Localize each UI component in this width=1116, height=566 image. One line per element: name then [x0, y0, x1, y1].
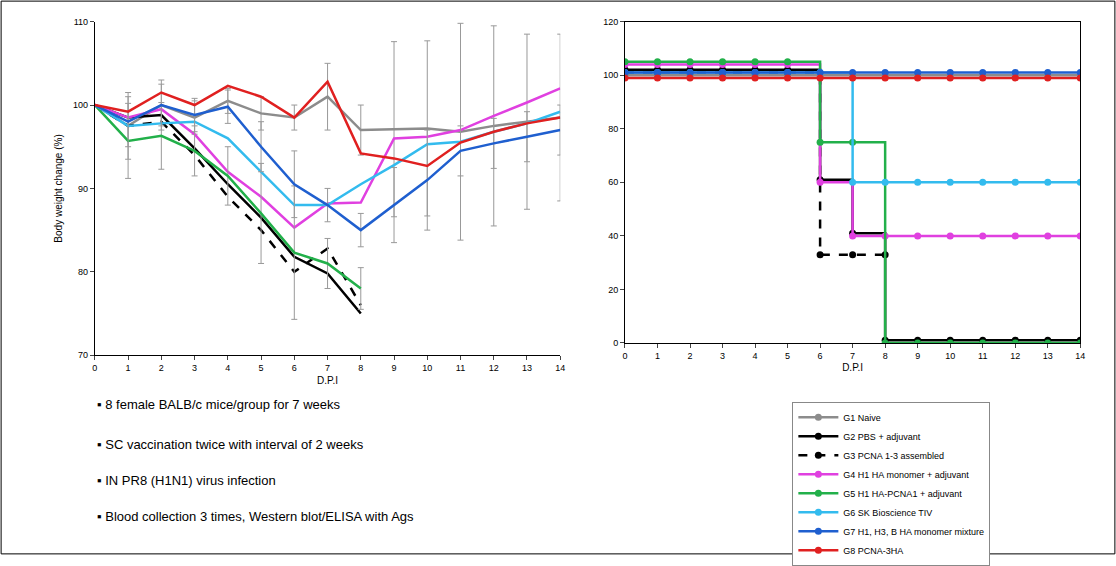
svg-text:6: 6 — [292, 363, 297, 373]
svg-text:4: 4 — [225, 363, 230, 373]
svg-text:9: 9 — [915, 351, 920, 361]
svg-text:0: 0 — [622, 351, 627, 361]
svg-text:Body weight change (%): Body weight change (%) — [53, 134, 64, 242]
svg-text:G6 SK Bioscience TIV: G6 SK Bioscience TIV — [843, 508, 932, 518]
svg-text:10: 10 — [945, 351, 955, 361]
svg-text:13: 13 — [522, 363, 532, 373]
svg-text:20: 20 — [608, 285, 618, 295]
svg-text:10: 10 — [422, 363, 432, 373]
svg-text:12: 12 — [1010, 351, 1020, 361]
svg-text:8: 8 — [883, 351, 888, 361]
svg-text:G1 Naive: G1 Naive — [843, 413, 881, 423]
svg-text:D.P.I: D.P.I — [317, 375, 338, 386]
svg-text:12: 12 — [489, 363, 499, 373]
svg-text:G7 H1, H3, B HA monomer mixtur: G7 H1, H3, B HA monomer mixture — [843, 527, 984, 537]
svg-text:5: 5 — [259, 363, 264, 373]
svg-text:7: 7 — [850, 351, 855, 361]
svg-text:9: 9 — [392, 363, 397, 373]
svg-text:110: 110 — [74, 17, 88, 27]
svg-text:80: 80 — [608, 124, 618, 134]
svg-text:▪ Blood collection 3 times, We: ▪ Blood collection 3 times, Western blot… — [97, 509, 414, 524]
svg-text:120: 120 — [603, 17, 618, 27]
svg-text:6: 6 — [818, 351, 823, 361]
svg-text:2: 2 — [688, 351, 693, 361]
svg-text:2: 2 — [159, 363, 164, 373]
svg-text:▪ IN PR8 (H1N1) virus infectio: ▪ IN PR8 (H1N1) virus infection — [97, 473, 276, 488]
svg-text:70: 70 — [78, 350, 88, 360]
svg-text:1: 1 — [655, 351, 660, 361]
svg-text:D.P.I: D.P.I — [842, 362, 863, 373]
svg-text:14: 14 — [555, 363, 565, 373]
svg-text:G5 H1 HA-PCNA1 + adjuvant: G5 H1 HA-PCNA1 + adjuvant — [843, 489, 962, 499]
svg-text:8: 8 — [358, 363, 363, 373]
svg-text:G3 PCNA 1-3 assembled: G3 PCNA 1-3 assembled — [843, 451, 944, 461]
svg-text:100: 100 — [603, 70, 618, 80]
svg-text:G8 PCNA-3HA: G8 PCNA-3HA — [843, 546, 903, 556]
svg-text:100: 100 — [73, 100, 88, 110]
svg-text:60: 60 — [608, 177, 618, 187]
svg-text:0: 0 — [613, 338, 618, 348]
svg-text:1: 1 — [126, 363, 131, 373]
svg-text:▪ 8 female BALB/c mice/group f: ▪ 8 female BALB/c mice/group for 7 weeks — [97, 397, 341, 412]
svg-text:G2 PBS + adjuvant: G2 PBS + adjuvant — [843, 432, 920, 442]
svg-text:13: 13 — [1043, 351, 1053, 361]
svg-text:0: 0 — [92, 363, 97, 373]
svg-text:▪ SC vaccination twice with in: ▪ SC vaccination twice with interval of … — [97, 437, 364, 452]
svg-text:11: 11 — [456, 363, 465, 373]
svg-text:11: 11 — [978, 351, 987, 361]
svg-text:4: 4 — [753, 351, 758, 361]
svg-text:3: 3 — [192, 363, 197, 373]
svg-text:5: 5 — [785, 351, 790, 361]
svg-text:40: 40 — [608, 231, 618, 241]
svg-text:7: 7 — [325, 363, 330, 373]
svg-text:G4 H1 HA monomer + adjuvant: G4 H1 HA monomer + adjuvant — [843, 470, 969, 480]
svg-text:3: 3 — [720, 351, 725, 361]
svg-text:14: 14 — [1075, 351, 1085, 361]
svg-text:80: 80 — [78, 267, 88, 277]
svg-text:90: 90 — [78, 184, 88, 194]
